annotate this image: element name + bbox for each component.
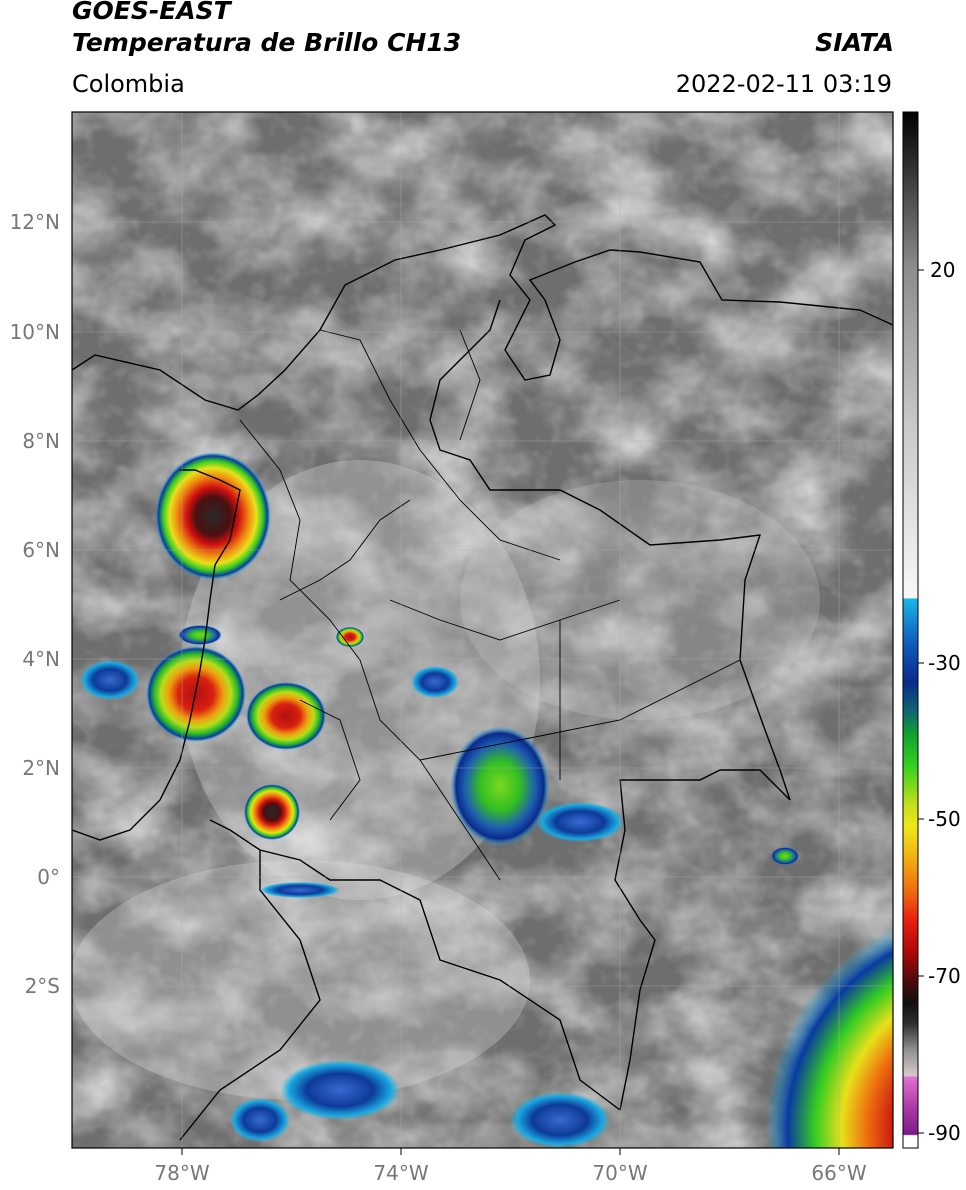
storm-cell-ecuador	[260, 882, 340, 898]
storm-cell-peru-west	[230, 1098, 290, 1142]
satellite-title: GOES-EAST	[72, 0, 231, 25]
colorbar-tick-minus90: -90	[928, 1121, 961, 1145]
lat-tick-10n: 10°N	[10, 320, 60, 344]
colorbar-tick-minus30: -30	[928, 651, 961, 675]
cloud-band-east	[460, 480, 820, 720]
storm-cell-brazil	[750, 920, 893, 1148]
cloud-band-south	[72, 860, 530, 1100]
storm-cell-meta	[411, 666, 459, 698]
region-label: Colombia	[72, 70, 185, 98]
storm-cell-east	[771, 847, 799, 865]
colombia-peru-border	[209, 819, 621, 1111]
lat-tick-6n: 6°N	[22, 538, 60, 562]
storm-cell-narino	[244, 784, 300, 840]
lat-tick-12n: 12°N	[10, 210, 60, 234]
storm-cell-coast	[178, 625, 222, 645]
lon-ticks: 78°W 74°W 70°W 66°W	[154, 1148, 867, 1185]
graticule	[72, 112, 893, 1148]
lon-tick-70w: 70°W	[592, 1161, 647, 1185]
storm-cell-guaviare	[450, 726, 550, 846]
ecuador-peru-border	[179, 850, 321, 1141]
lat-tick-8n: 8°N	[22, 429, 60, 453]
lat-tick-2s: 2°S	[25, 974, 60, 998]
storm-cell-peru	[280, 1060, 400, 1120]
storm-cell-choco	[155, 452, 271, 580]
colorbar-tick-20: 20	[930, 258, 955, 282]
colombia-venezuela-border	[429, 299, 791, 801]
colorbar: 20 -30 -50 -70 -90	[902, 111, 961, 1149]
lat-tick-2n: 2°N	[22, 756, 60, 780]
lat-ticks: 12°N 10°N 8°N 6°N 4°N 2°N 0° 2°S	[10, 210, 60, 998]
colorbar-gradient	[902, 111, 919, 1149]
storm-cell-vaupes	[536, 802, 624, 842]
organization-label: SIATA	[815, 28, 894, 57]
colorbar-tick-minus70: -70	[928, 964, 961, 988]
lon-tick-66w: 66°W	[811, 1161, 866, 1185]
lon-tick-74w: 74°W	[373, 1161, 428, 1185]
pacific-coast	[72, 469, 241, 841]
datetime-label: 2022-02-11 03:19	[675, 70, 892, 98]
storm-cell-small	[336, 627, 364, 647]
imagery-layer	[72, 112, 893, 1148]
lon-tick-78w: 78°W	[154, 1161, 209, 1185]
lat-tick-0: 0°	[37, 865, 60, 889]
map-frame	[71, 111, 894, 1149]
storm-cell-pacific	[146, 646, 246, 742]
boundaries	[72, 214, 893, 1141]
product-title: Temperatura de Brillo CH13	[72, 28, 462, 57]
storm-cell-amazon	[510, 1092, 610, 1148]
colorbar-tick-minus50: -50	[928, 807, 961, 831]
storm-cell-offshore	[80, 660, 140, 700]
caribbean-coast	[72, 214, 893, 411]
lat-tick-4n: 4°N	[22, 647, 60, 671]
storm-cell-valle	[246, 682, 326, 750]
